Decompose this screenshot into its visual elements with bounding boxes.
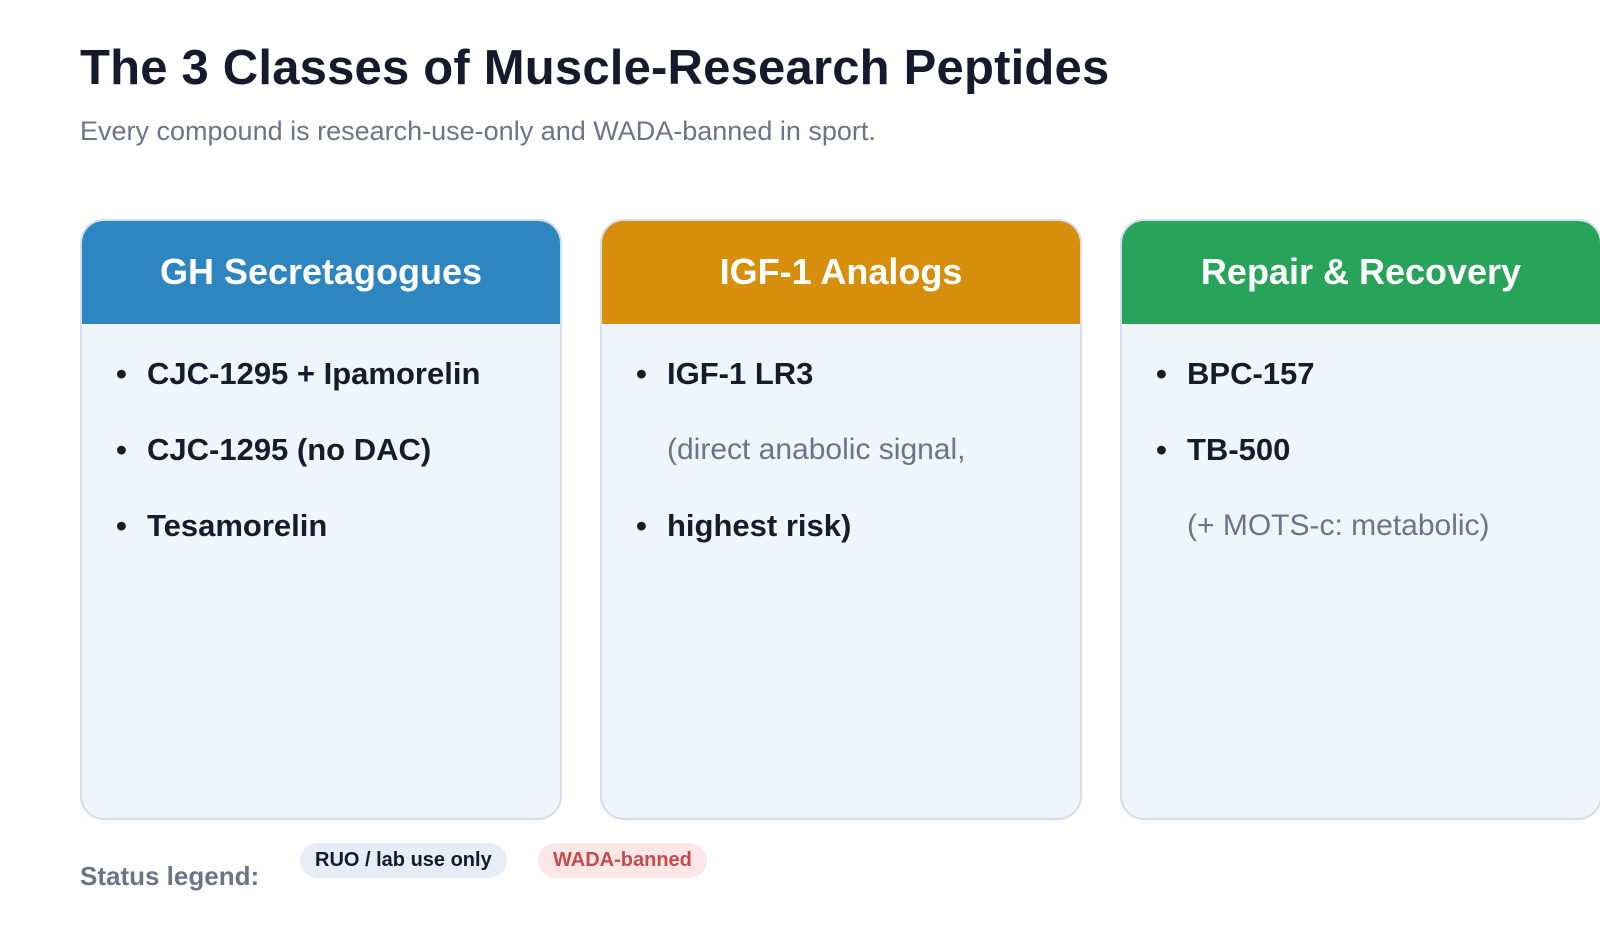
list-item: BPC-157 xyxy=(1122,354,1600,430)
ruo-badge: RUO / lab use only xyxy=(300,843,507,878)
card-list: CJC-1295 + Ipamorelin CJC-1295 (no DAC) … xyxy=(82,324,560,582)
card-header: GH Secretagogues xyxy=(82,221,560,324)
card-list: IGF-1 LR3 (direct anabolic signal, highe… xyxy=(602,324,1080,582)
card-header: Repair & Recovery xyxy=(1122,221,1600,324)
list-item: Tesamorelin xyxy=(82,506,560,582)
card-igf1-analogs: IGF-1 Analogs IGF-1 LR3 (direct anabolic… xyxy=(600,219,1082,820)
status-legend: Status legend: RUO / lab use only WADA-b… xyxy=(80,843,780,891)
card-gh-secretagogues: GH Secretagogues CJC-1295 + Ipamorelin C… xyxy=(80,219,562,820)
card-header: IGF-1 Analogs xyxy=(602,221,1080,324)
page-title: The 3 Classes of Muscle-Research Peptide… xyxy=(80,41,1110,95)
list-item: TB-500 xyxy=(1122,430,1600,506)
list-item: highest risk) xyxy=(602,506,1080,582)
card-repair-recovery: Repair & Recovery BPC-157 TB-500 (+ MOTS… xyxy=(1120,219,1600,820)
list-item: (direct anabolic signal, xyxy=(667,433,966,466)
list-item: CJC-1295 (no DAC) xyxy=(82,430,560,506)
list-item: (+ MOTS-c: metabolic) xyxy=(1187,509,1490,542)
legend-label: Status legend: xyxy=(80,861,260,891)
list-item: CJC-1295 + Ipamorelin xyxy=(82,354,560,430)
list-item: IGF-1 LR3 xyxy=(602,354,1080,430)
wada-badge: WADA-banned xyxy=(538,843,707,878)
card-list: BPC-157 TB-500 (+ MOTS-c: metabolic) xyxy=(1122,324,1600,582)
page-subtitle: Every compound is research-use-only and … xyxy=(80,116,876,146)
